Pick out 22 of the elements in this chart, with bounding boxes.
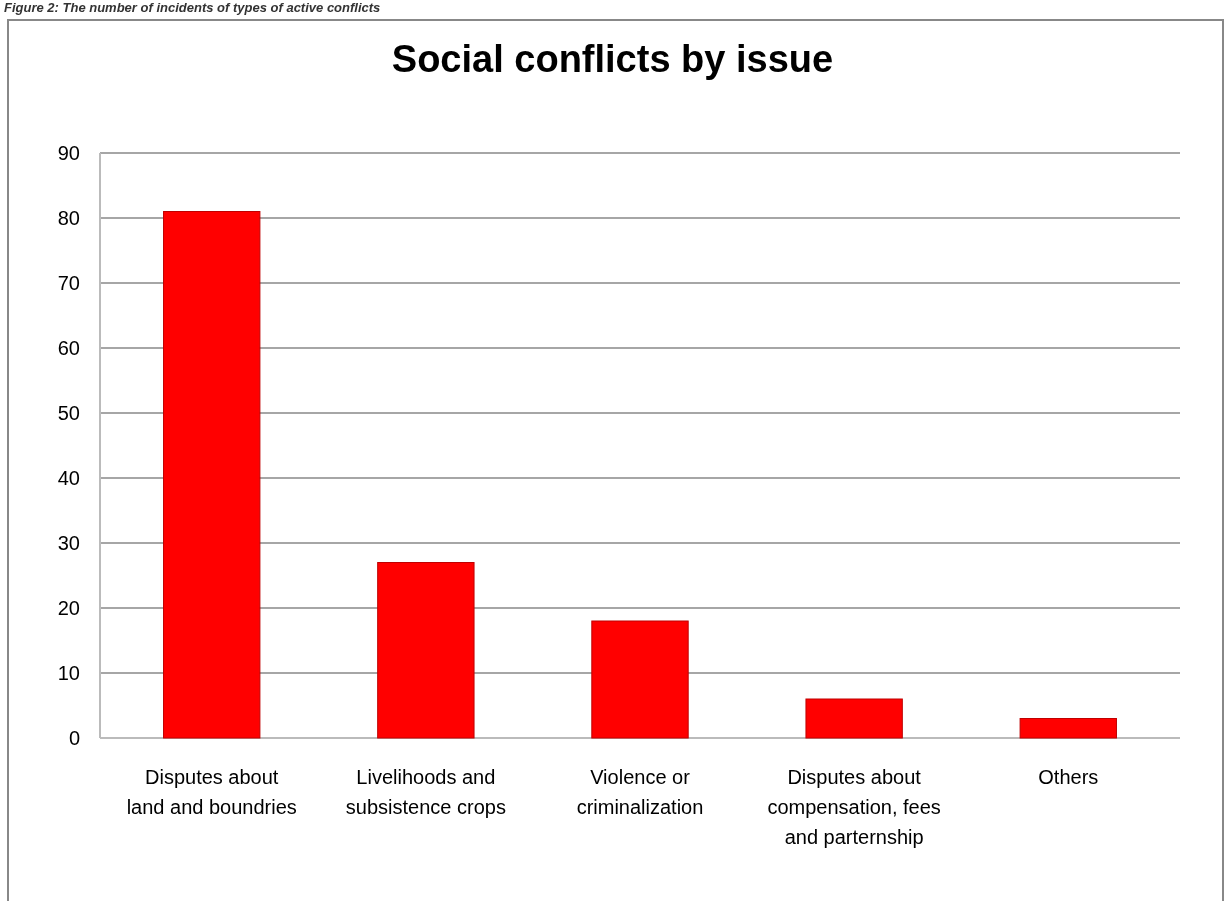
y-tick-label: 80 xyxy=(57,207,80,229)
y-tick-label: 90 xyxy=(57,142,80,164)
y-tick-label: 10 xyxy=(57,662,80,684)
x-tick-label: Livelihoods and subsistence crops xyxy=(345,766,506,818)
y-tick-label: 70 xyxy=(57,272,80,294)
y-tick-label: 30 xyxy=(57,532,80,554)
bar xyxy=(591,620,689,739)
x-tick-label: Violence or criminalization xyxy=(576,766,704,818)
bar xyxy=(377,562,475,739)
y-tick-label: 50 xyxy=(57,402,80,424)
y-tick-label: 40 xyxy=(57,467,80,489)
bar xyxy=(805,698,903,739)
x-tick-label: Disputes about land and boundries xyxy=(126,766,297,818)
y-tick-label: 60 xyxy=(57,337,80,359)
x-tick-label: Disputes about compensation, fees and parternship xyxy=(767,766,941,848)
y-tick-label: 0 xyxy=(68,727,80,749)
chart-title: Social conflicts by issue xyxy=(391,38,834,80)
x-tick-label: Others xyxy=(1038,766,1099,788)
caption: Figure 2: The number of incidents of types of active conflicts xyxy=(4,0,381,15)
bar xyxy=(163,211,261,739)
y-tick-label: 20 xyxy=(57,597,80,619)
bar xyxy=(1019,718,1117,739)
